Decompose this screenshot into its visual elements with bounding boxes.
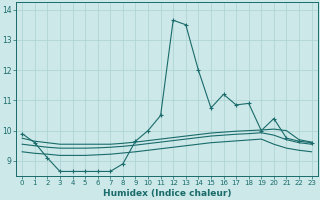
- X-axis label: Humidex (Indice chaleur): Humidex (Indice chaleur): [103, 189, 231, 198]
